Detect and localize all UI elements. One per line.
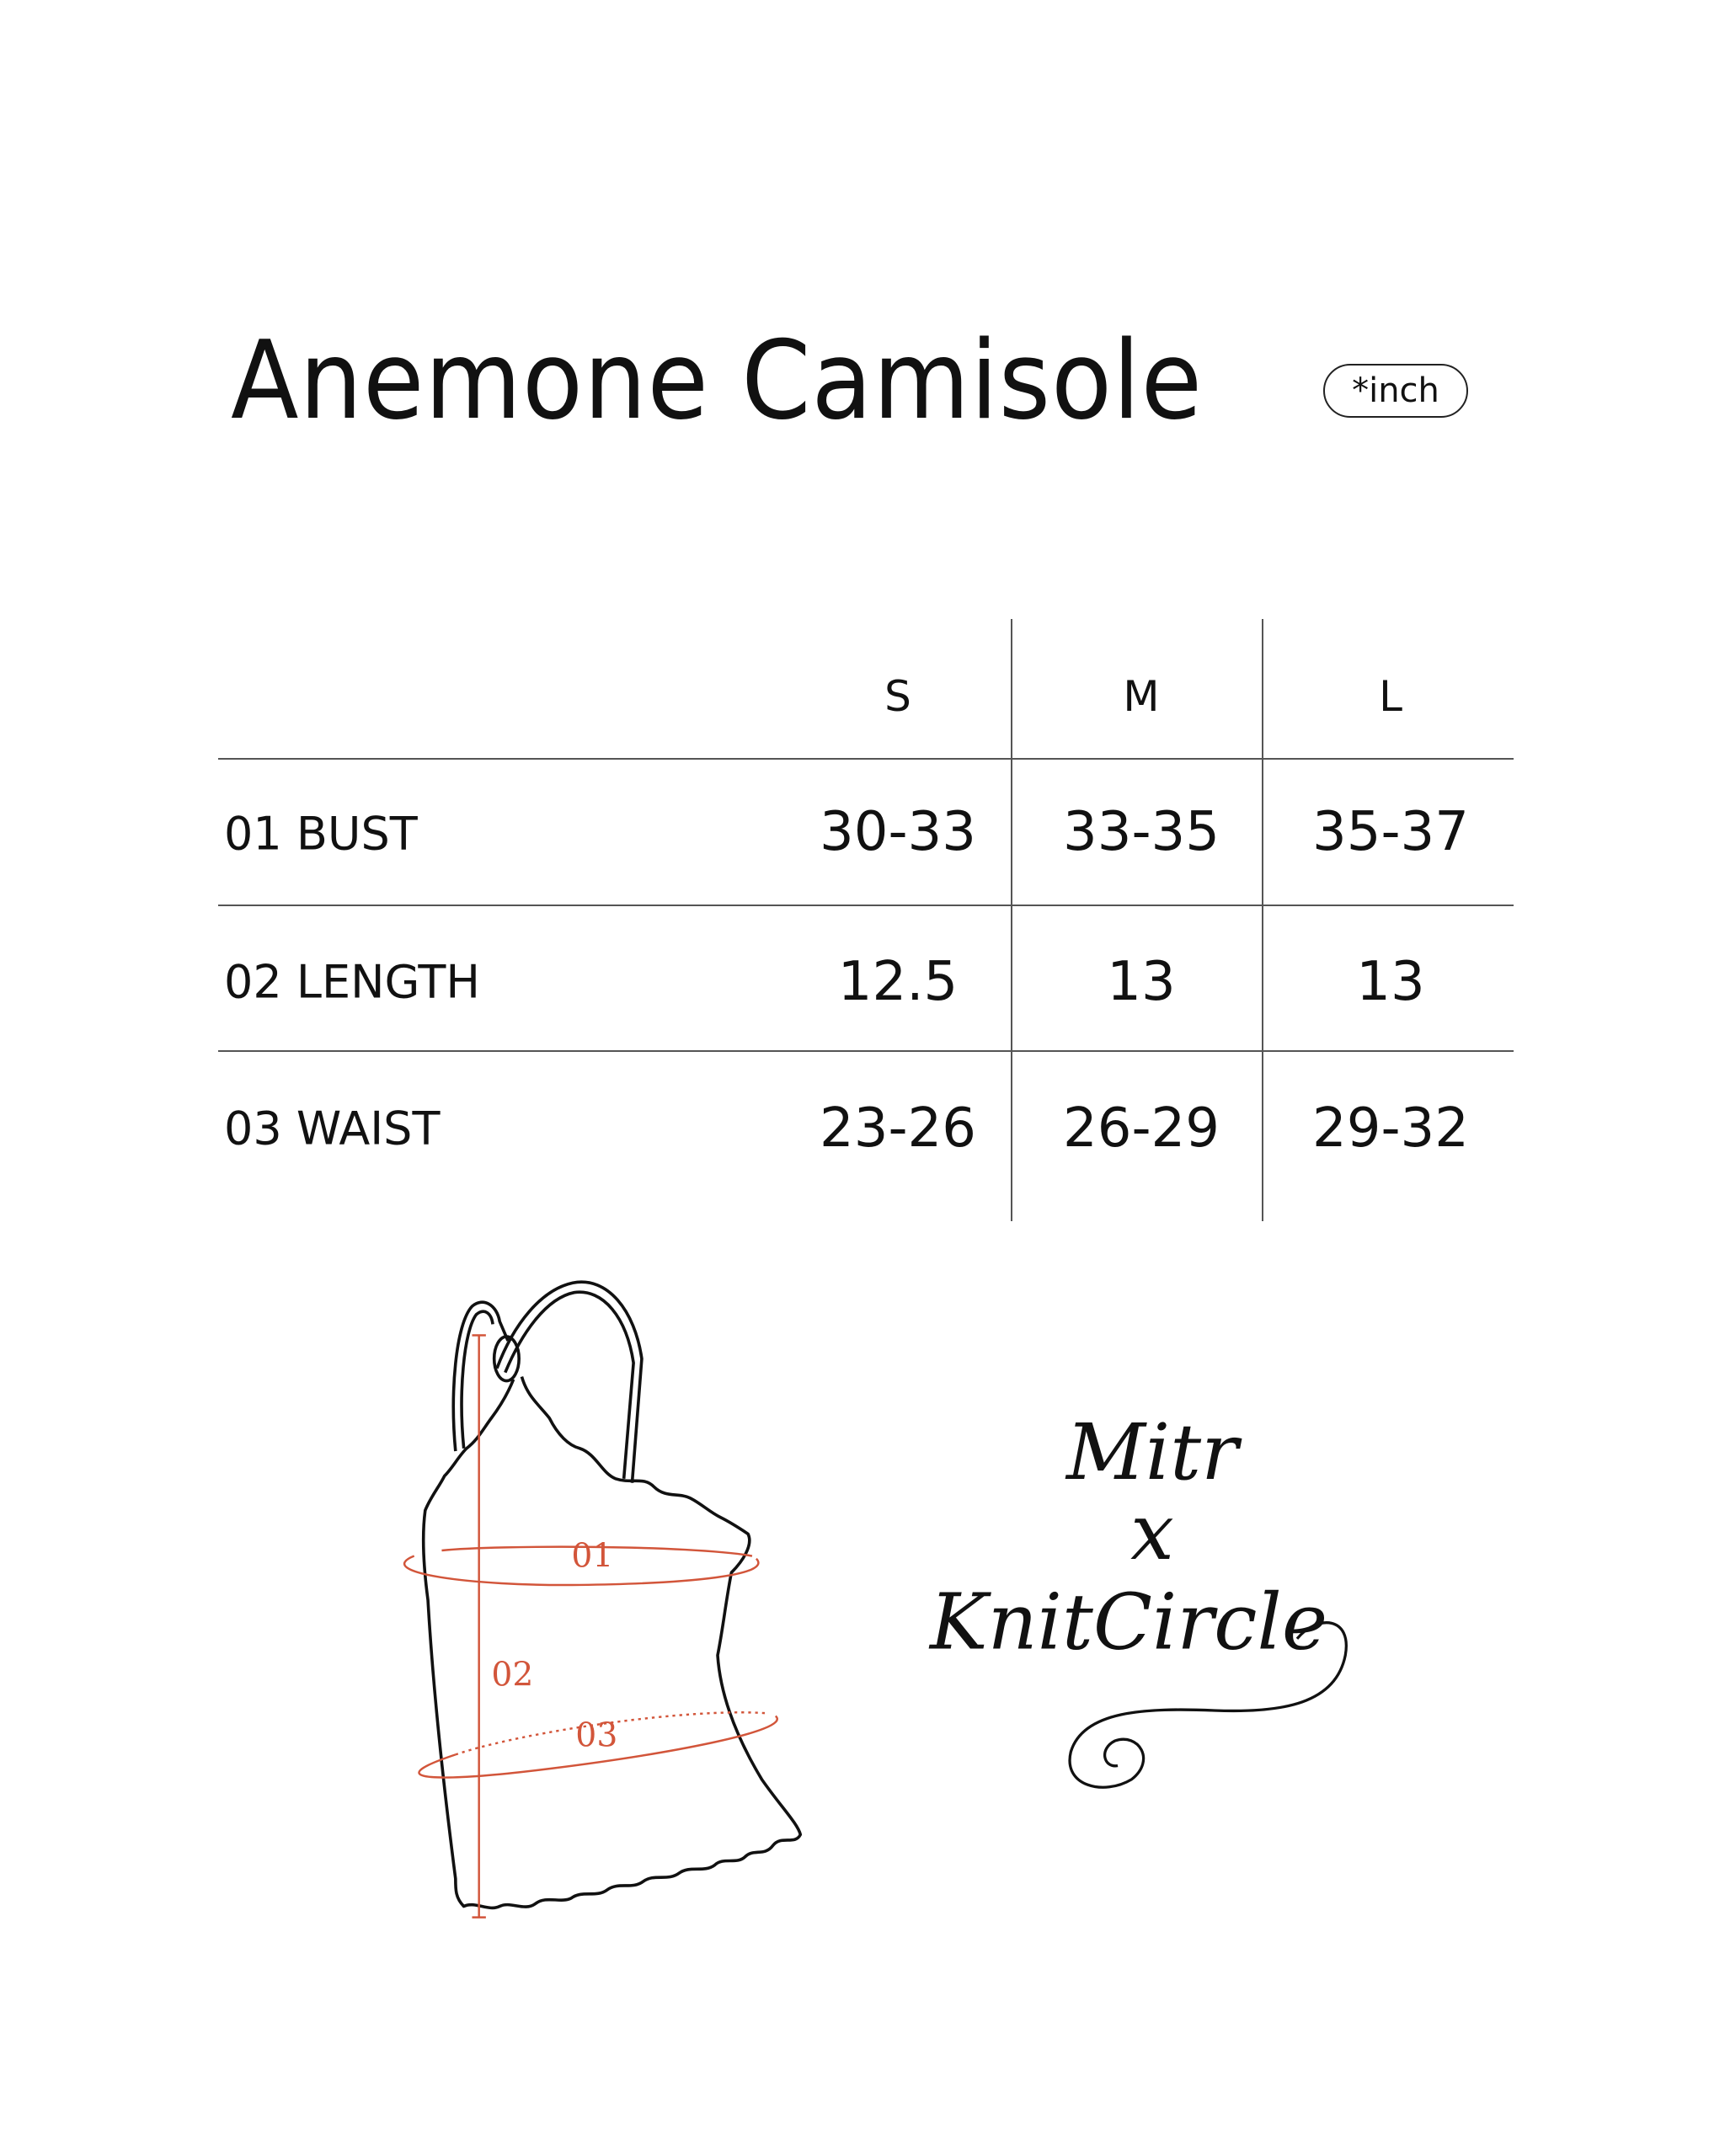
table-cell: 35-37 <box>1312 801 1469 863</box>
bust-label: 01 <box>571 1538 613 1576</box>
brand-logo: Mitr x KnitCircle <box>928 1407 1348 1789</box>
column-header-l: L <box>1379 672 1402 721</box>
left-strap <box>451 1300 510 1452</box>
column-header-s: S <box>884 672 911 721</box>
table-cell: 29-32 <box>1312 1097 1469 1160</box>
table-cell: 33-35 <box>1063 801 1220 863</box>
camisole-drawing <box>421 1280 803 1910</box>
table-cell: 12.5 <box>837 951 959 1013</box>
length-label: 02 <box>491 1656 533 1694</box>
column-divider <box>1011 619 1012 1221</box>
bust-guide <box>441 1545 753 1557</box>
row-divider <box>218 758 1514 760</box>
page-title: Anemone Camisole <box>231 318 1204 444</box>
row-label-waist: 03 WAIST <box>224 1102 441 1155</box>
table-cell: 30-33 <box>820 801 976 863</box>
table-cell: 23-26 <box>820 1097 976 1160</box>
table-cell: 26-29 <box>1063 1097 1220 1160</box>
camisole-outline <box>421 1376 803 1910</box>
right-strap <box>495 1280 644 1483</box>
row-divider <box>218 905 1514 906</box>
row-label-length: 02 LENGTH <box>224 955 480 1009</box>
swirl-flourish <box>1068 1621 1348 1789</box>
measurement-guides <box>403 1334 778 1919</box>
logo-line-2: x <box>1130 1487 1174 1577</box>
logo-line-1: Mitr <box>1065 1407 1242 1497</box>
row-label-bust: 01 BUST <box>224 807 418 861</box>
waist-label: 03 <box>575 1717 617 1755</box>
strap-button <box>492 1335 521 1383</box>
logo-line-3: KnitCircle <box>928 1577 1327 1667</box>
row-divider <box>218 1050 1514 1052</box>
table-cell: 13 <box>1356 951 1425 1013</box>
column-divider <box>1262 619 1263 1221</box>
unit-badge: *inch <box>1323 364 1468 418</box>
column-header-m: M <box>1123 672 1160 721</box>
table-cell: 13 <box>1107 951 1176 1013</box>
